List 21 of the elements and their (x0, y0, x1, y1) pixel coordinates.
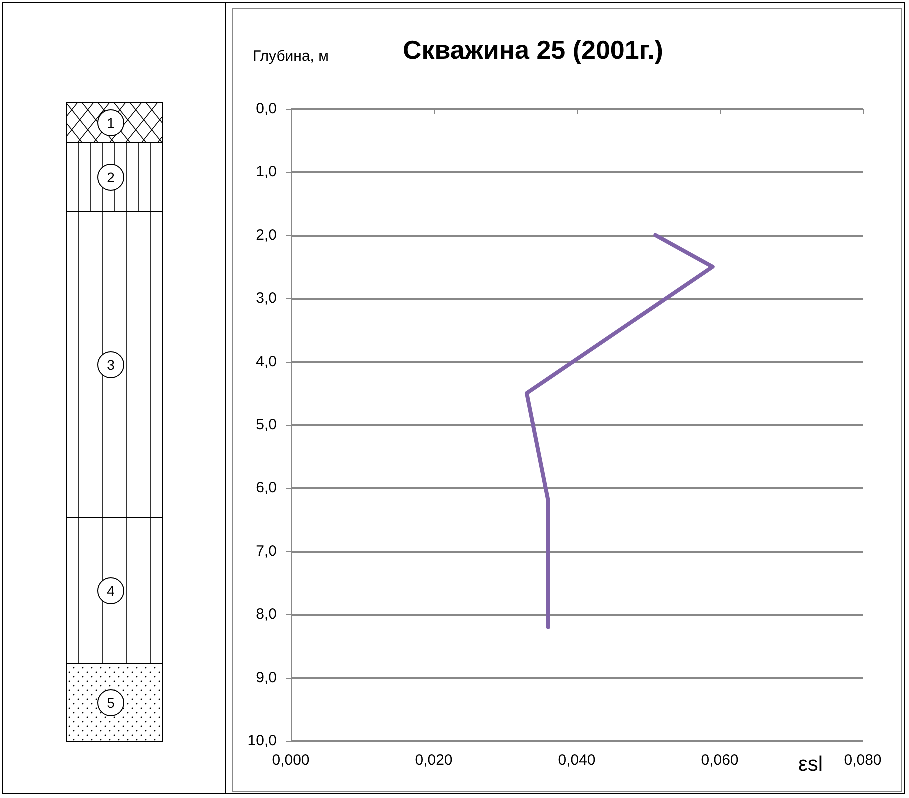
soil-column-picture: 1 2 3 4 5 (66, 102, 164, 742)
y-tick-label: 3,0 (256, 290, 277, 308)
x-tick-label: 0,000 (272, 752, 310, 769)
x-tick-label: 0,080 (844, 752, 882, 769)
line-series (524, 233, 715, 630)
y-axis-title: Глубина, м (253, 48, 329, 65)
y-tick-label: 0,0 (256, 100, 277, 118)
y-tick-label: 10,0 (248, 732, 277, 750)
y-tick-label: 9,0 (256, 669, 277, 686)
y-tick-label: 6,0 (256, 480, 277, 497)
x-axis-title: εsl (798, 753, 824, 776)
y-tick-label: 7,0 (256, 542, 277, 560)
x-tick-label: 0,040 (558, 752, 596, 769)
x-tick-label: 0,060 (701, 752, 739, 769)
y-tick-label: 8,0 (256, 606, 277, 624)
y-tick-label: 2,0 (256, 226, 277, 244)
y-tick-label: 1,0 (256, 164, 277, 181)
chart-title: Скважина 25 (2001г.) (403, 35, 664, 65)
x-tick-label: 0,020 (415, 752, 453, 769)
y-tick-label: 5,0 (256, 416, 277, 434)
y-tick-label: 4,0 (256, 353, 277, 370)
